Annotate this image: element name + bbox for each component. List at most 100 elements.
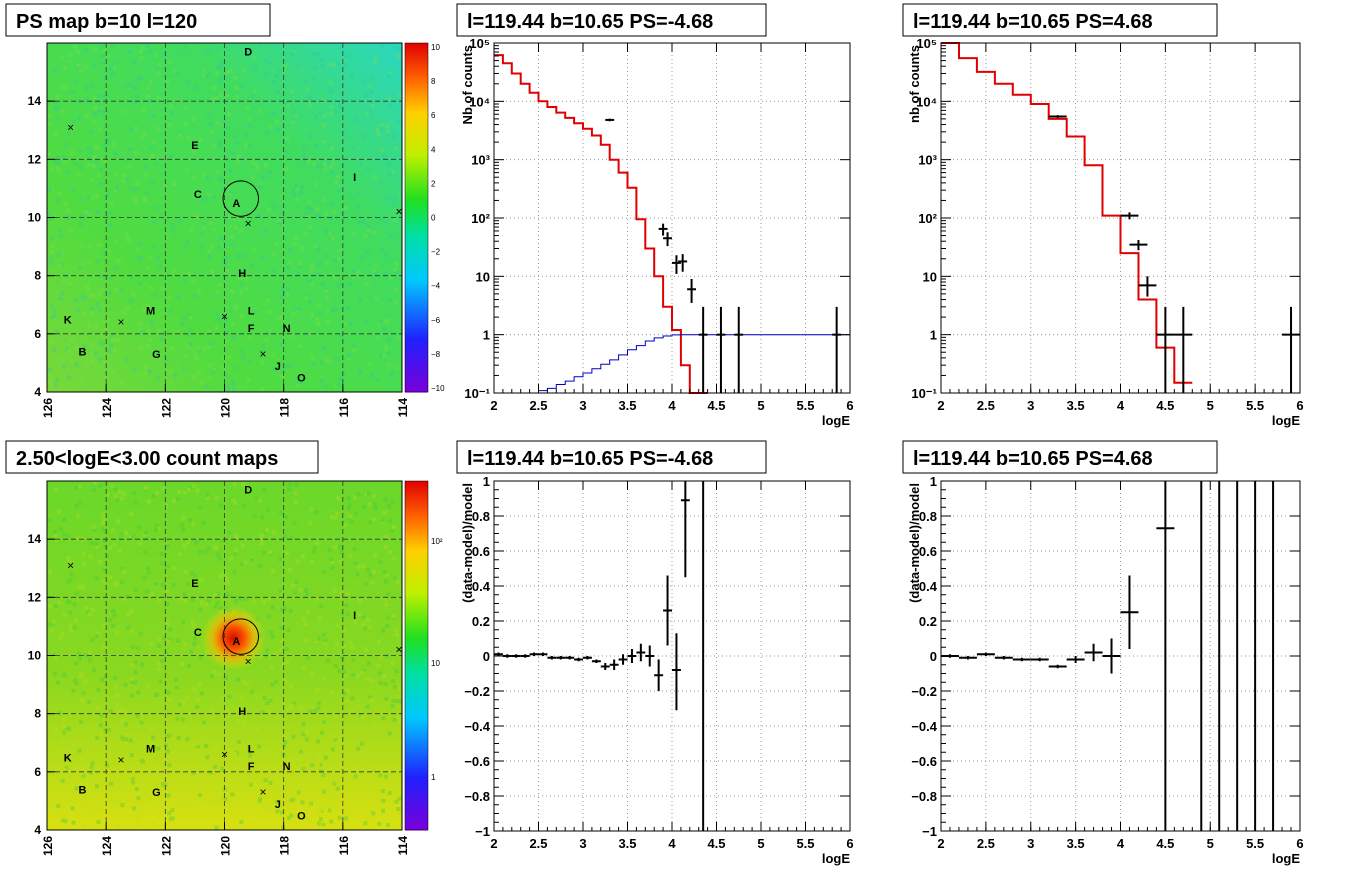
map-pixel xyxy=(368,744,373,749)
map-pixel xyxy=(87,612,92,617)
map-pixel xyxy=(384,696,389,701)
map-pixel xyxy=(173,373,178,378)
map-pixel xyxy=(93,324,98,329)
map-pixel xyxy=(299,190,304,195)
map-pixel xyxy=(236,159,241,164)
map-pixel xyxy=(79,197,84,202)
map-pixel xyxy=(212,545,217,550)
map-pixel xyxy=(114,288,119,292)
map-pixel xyxy=(200,198,205,203)
map-pixel xyxy=(215,546,220,551)
map-pixel xyxy=(136,690,141,695)
map-pixel xyxy=(55,154,60,159)
map-pixel xyxy=(143,790,148,795)
map-pixel xyxy=(367,361,372,366)
map-pixel xyxy=(96,173,101,178)
map-pixel xyxy=(346,777,351,782)
map-pixel xyxy=(243,560,248,565)
map-pixel xyxy=(78,656,82,661)
map-pixel xyxy=(375,377,380,382)
map-pixel xyxy=(212,143,216,148)
map-pixel xyxy=(371,768,376,773)
map-pixel xyxy=(316,752,321,757)
map-pixel xyxy=(227,355,232,360)
map-pixel xyxy=(266,654,271,659)
map-pixel xyxy=(143,197,148,202)
map-pixel xyxy=(157,749,162,754)
map-pixel xyxy=(331,747,335,752)
map-pixel xyxy=(374,297,379,301)
map-pixel xyxy=(383,497,388,502)
map-pixel xyxy=(349,772,354,777)
map-pixel xyxy=(178,133,183,138)
map-pixel xyxy=(105,492,110,497)
x-tick-label: 5.5 xyxy=(796,836,814,851)
map-pixel xyxy=(76,651,81,656)
map-pixel xyxy=(321,123,326,128)
source-cross-marker: × xyxy=(259,347,266,361)
source-label: E xyxy=(191,140,198,152)
map-pixel xyxy=(237,276,242,281)
map-pixel xyxy=(356,746,361,751)
map-pixel xyxy=(323,162,327,167)
map-pixel xyxy=(246,117,251,122)
map-pixel xyxy=(279,802,283,807)
map-pixel xyxy=(299,185,304,190)
map-pixel xyxy=(361,134,366,139)
map-pixel xyxy=(60,632,65,637)
map-pixel xyxy=(67,599,72,604)
map-pixel xyxy=(293,814,298,819)
y-tick-label: 0 xyxy=(483,649,490,664)
map-pixel xyxy=(322,139,327,144)
map-pixel xyxy=(70,151,75,156)
map-pixel xyxy=(87,195,92,200)
map-pixel xyxy=(56,680,61,685)
map-pixel xyxy=(69,359,74,364)
map-pixel xyxy=(61,86,66,90)
title-text: l=119.44 b=10.65 PS=4.68 xyxy=(913,448,1153,470)
map-pixel xyxy=(49,249,54,254)
map-pixel xyxy=(56,116,61,121)
map-pixel xyxy=(85,113,90,118)
map-pixel xyxy=(145,566,150,571)
map-pixel xyxy=(122,709,127,714)
map-pixel xyxy=(344,816,349,821)
map-pixel xyxy=(341,372,346,377)
map-pixel xyxy=(371,230,376,235)
map-pixel xyxy=(244,286,249,291)
y-tick-label: 10² xyxy=(471,211,490,226)
map-pixel xyxy=(185,80,190,85)
map-pixel xyxy=(204,602,209,607)
map-pixel xyxy=(165,749,170,754)
map-pixel xyxy=(63,819,68,824)
data-point xyxy=(1120,575,1139,649)
map-pixel xyxy=(82,562,87,566)
map-pixel xyxy=(79,771,84,775)
map-pixel xyxy=(84,86,89,90)
map-pixel xyxy=(89,293,94,298)
map-pixel xyxy=(397,716,402,720)
map-pixel xyxy=(286,265,291,270)
map-pixel xyxy=(384,774,389,779)
map-pixel xyxy=(305,211,310,216)
map-pixel xyxy=(392,218,397,223)
map-pixel xyxy=(181,516,186,521)
data-point xyxy=(678,254,688,272)
map-pixel xyxy=(257,564,262,569)
map-pixel xyxy=(370,725,375,730)
map-pixel xyxy=(337,248,342,253)
colorbar-tick-label: 1 xyxy=(431,773,436,782)
map-pixel xyxy=(396,807,401,812)
map-pixel xyxy=(264,703,269,708)
source-label: I xyxy=(353,610,356,622)
source-cross-marker: × xyxy=(259,785,266,799)
map-pixel xyxy=(92,488,96,493)
map-pixel xyxy=(186,313,191,317)
map-pixel xyxy=(95,210,100,215)
map-pixel xyxy=(206,192,211,197)
map-pixel xyxy=(165,564,170,569)
map-pixel xyxy=(387,504,392,509)
y-tick-label: 0.8 xyxy=(919,509,937,524)
map-pixel xyxy=(278,647,283,652)
map-y-tick-label: 6 xyxy=(34,327,41,341)
